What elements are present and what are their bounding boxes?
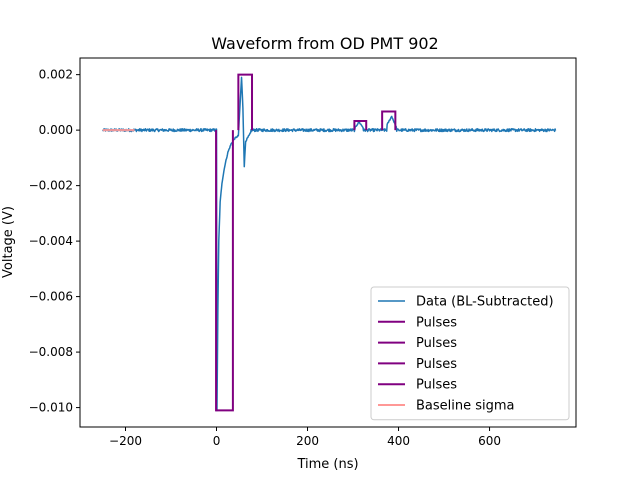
plot-frame xyxy=(79,57,577,428)
legend-label: Pulses xyxy=(416,378,457,393)
legend: Data (BL-Subtracted) Pulses Pulses Pulses Pu… xyxy=(370,286,570,421)
y-tick-label: −0.006 xyxy=(29,290,73,304)
y-tick-label: 0.002 xyxy=(39,68,73,82)
legend-label: Baseline sigma xyxy=(416,399,515,414)
pulse-box-3 xyxy=(353,119,368,131)
x-axis-label: Time (ns) xyxy=(296,457,358,472)
pulse-box-2 xyxy=(237,73,254,131)
y-tick-label: −0.008 xyxy=(29,345,73,359)
legend-label: Pulses xyxy=(416,357,457,372)
y-tick-label: 0.000 xyxy=(39,123,73,137)
legend-label: Data (BL-Subtracted) xyxy=(416,295,554,310)
x-tick-label: 400 xyxy=(387,434,410,448)
pulse-box-1 xyxy=(215,130,234,412)
chart-title: Waveform from OD PMT 902 xyxy=(211,34,438,53)
legend-label: Pulses xyxy=(416,315,457,330)
y-tick-label: −0.004 xyxy=(29,234,73,248)
y-tick-label: −0.010 xyxy=(29,401,73,415)
x-tick-label: 0 xyxy=(213,434,221,448)
series-line-data xyxy=(102,76,557,412)
x-tick-label: 200 xyxy=(296,434,319,448)
legend-label: Pulses xyxy=(416,336,457,351)
x-tick-label: 600 xyxy=(478,434,501,448)
y-tick-label: −0.002 xyxy=(29,179,73,193)
pulse-box-4 xyxy=(381,110,397,131)
legend-frame xyxy=(370,286,570,421)
baseline-sigma-band xyxy=(102,129,135,132)
x-tick-label: −200 xyxy=(109,434,142,448)
y-axis-label: Voltage (V) xyxy=(1,206,16,278)
